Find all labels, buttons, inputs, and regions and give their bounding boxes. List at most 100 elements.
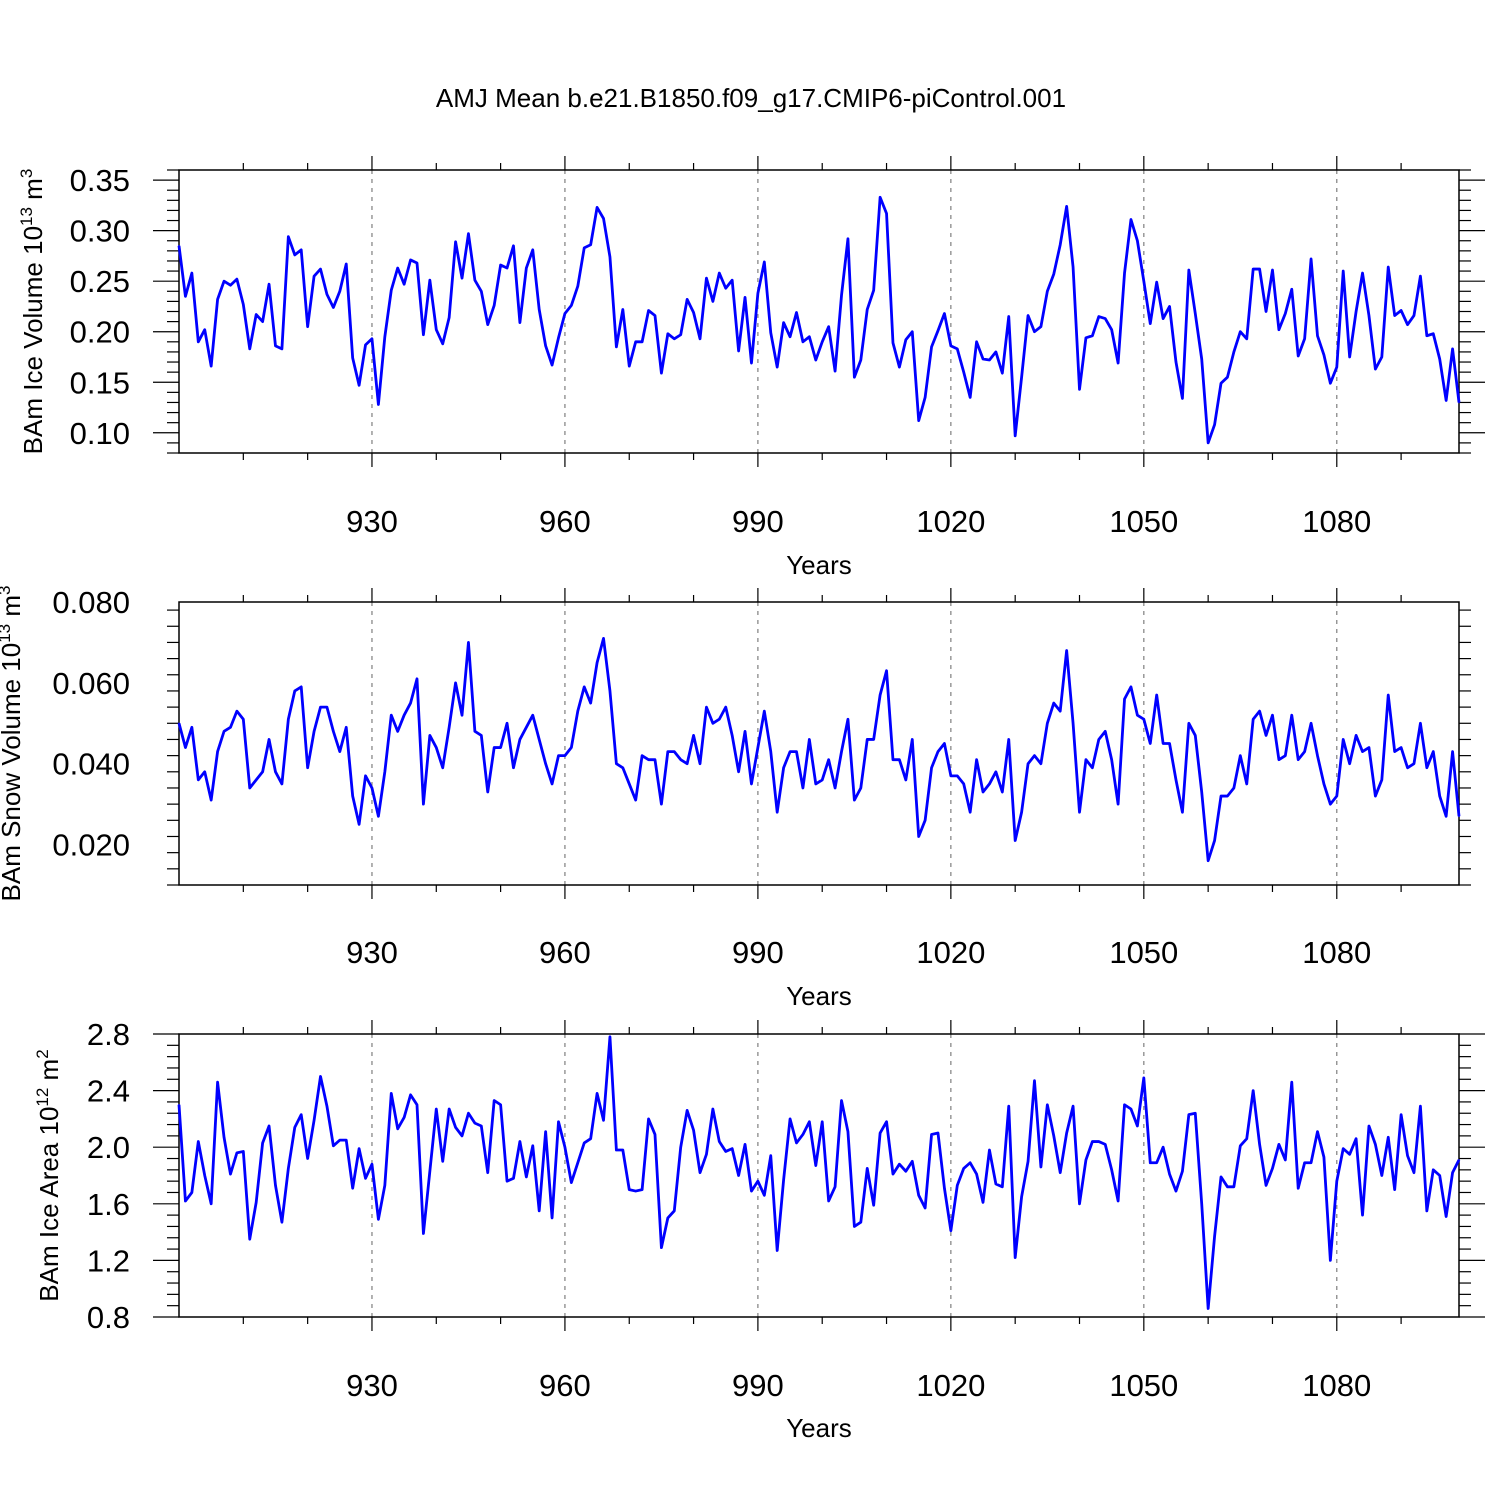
data-point <box>1265 310 1267 313</box>
data-point <box>1297 758 1299 761</box>
data-point <box>898 758 901 761</box>
data-point <box>1136 1125 1139 1127</box>
data-point <box>814 359 817 361</box>
data-point <box>1387 266 1390 268</box>
data-point <box>1252 718 1254 721</box>
data-point <box>769 1154 772 1157</box>
data-point <box>1297 1187 1299 1190</box>
data-point <box>229 1173 232 1175</box>
data-point <box>737 771 740 773</box>
data-point <box>197 341 200 343</box>
data-point <box>1438 795 1441 797</box>
data-point <box>441 766 444 769</box>
data-point <box>757 746 759 749</box>
data-point <box>480 290 483 293</box>
data-point <box>615 762 618 765</box>
y-tick-label: 0.25 <box>70 264 130 299</box>
data-point <box>628 365 631 367</box>
data-point <box>1458 815 1460 818</box>
data-point <box>1097 738 1100 741</box>
data-point <box>789 335 791 338</box>
data-point <box>1007 315 1010 318</box>
data-point <box>834 370 836 372</box>
data-point <box>885 669 888 672</box>
y-axis-title-ylabel-unit: m <box>0 595 26 624</box>
data-point <box>718 1140 721 1143</box>
data-point <box>802 1133 804 1136</box>
data-point <box>435 1108 438 1110</box>
data-point <box>763 1194 766 1197</box>
data-point <box>712 722 714 725</box>
data-point <box>474 1122 476 1124</box>
data-point <box>384 1184 386 1187</box>
data-point <box>300 249 303 251</box>
data-point <box>1335 366 1338 368</box>
data-point <box>1001 1186 1004 1188</box>
data-point <box>1027 314 1029 317</box>
data-point <box>827 758 830 761</box>
data-point <box>1175 1190 1177 1192</box>
data-point <box>1413 1171 1415 1174</box>
data-point <box>364 1177 367 1180</box>
data-point <box>506 1180 508 1182</box>
data-point <box>834 1186 836 1188</box>
data-point <box>596 1092 598 1095</box>
data-point <box>512 1177 515 1180</box>
data-point <box>924 396 926 399</box>
data-point <box>416 262 418 264</box>
data-point <box>1123 272 1126 274</box>
data-point <box>1072 1105 1074 1107</box>
data-point <box>917 835 920 838</box>
data-point <box>853 1225 856 1228</box>
y-axis-title: BAm Ice Volume 1013 m3 <box>17 169 48 455</box>
data-point <box>223 730 225 733</box>
data-point <box>448 316 450 319</box>
data-point <box>332 730 335 733</box>
data-point <box>654 1133 656 1136</box>
data-point <box>712 1108 714 1110</box>
data-point <box>486 1171 489 1174</box>
data-point <box>306 766 309 769</box>
data-point <box>512 766 515 769</box>
y-tick-label: 0.040 <box>52 747 130 782</box>
data-point <box>634 1190 637 1192</box>
data-point <box>1310 1161 1312 1164</box>
data-point <box>795 1142 798 1144</box>
data-point <box>737 350 740 352</box>
data-point <box>744 1143 746 1146</box>
data-point <box>1368 1125 1370 1127</box>
data-point <box>757 1180 759 1182</box>
data-point <box>1445 815 1447 818</box>
data-point <box>454 682 457 684</box>
data-point <box>248 1238 251 1240</box>
data-point <box>551 1217 553 1219</box>
data-point <box>705 1153 708 1156</box>
data-point <box>988 1149 991 1151</box>
data-point <box>1342 1147 1345 1150</box>
data-point <box>210 365 212 367</box>
data-point <box>1381 1174 1383 1177</box>
data-point <box>416 678 418 680</box>
data-point <box>937 329 939 332</box>
data-point <box>306 325 309 328</box>
data-point <box>255 779 257 781</box>
data-point <box>1445 399 1447 402</box>
data-point <box>287 235 290 238</box>
data-point <box>1085 336 1087 339</box>
data-point <box>1207 859 1209 862</box>
data-point <box>995 1183 997 1185</box>
data-point <box>1233 787 1235 789</box>
data-point <box>956 348 959 350</box>
data-point <box>1091 766 1094 769</box>
data-point <box>647 309 650 312</box>
data-point <box>1329 382 1332 385</box>
data-point <box>634 799 637 801</box>
data-point <box>975 341 978 343</box>
data-point <box>673 1210 676 1212</box>
data-point <box>776 1249 778 1252</box>
data-point <box>596 661 598 664</box>
data-point <box>1059 1171 1062 1174</box>
data-point <box>1361 750 1364 753</box>
data-point <box>1406 1154 1409 1157</box>
data-point <box>602 637 605 640</box>
